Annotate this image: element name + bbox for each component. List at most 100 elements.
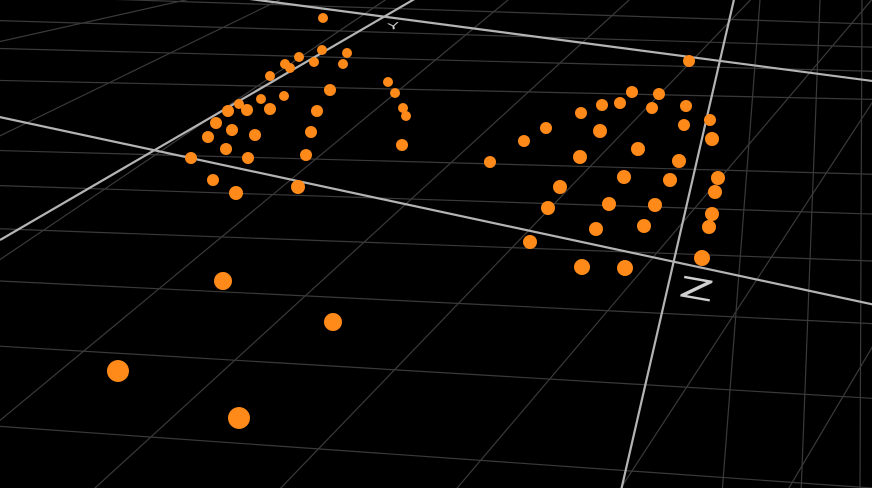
data-point[interactable] xyxy=(617,170,631,184)
data-point[interactable] xyxy=(694,250,710,266)
grid-line-4 xyxy=(94,0,630,488)
data-point[interactable] xyxy=(311,105,323,117)
data-point[interactable] xyxy=(589,222,603,236)
data-point[interactable] xyxy=(241,104,253,116)
data-point[interactable] xyxy=(342,48,352,58)
data-point[interactable] xyxy=(256,94,266,104)
data-point[interactable] xyxy=(202,131,214,143)
grid-right-0 xyxy=(721,0,761,488)
data-point[interactable] xyxy=(617,260,633,276)
z-axis-line xyxy=(620,0,735,488)
grid-line-3 xyxy=(0,0,509,422)
data-point[interactable] xyxy=(678,119,690,131)
y-axis-label: Y xyxy=(386,20,401,32)
data-point[interactable] xyxy=(484,156,496,168)
data-point[interactable] xyxy=(672,154,686,168)
data-point[interactable] xyxy=(614,97,626,109)
point-cloud[interactable] xyxy=(107,13,725,429)
data-point[interactable] xyxy=(573,150,587,164)
data-point[interactable] xyxy=(523,235,537,249)
grid-cross-6 xyxy=(0,228,872,262)
data-point[interactable] xyxy=(309,57,319,67)
data-point[interactable] xyxy=(396,139,408,151)
data-point[interactable] xyxy=(318,13,328,23)
data-point[interactable] xyxy=(401,111,411,121)
data-point[interactable] xyxy=(596,99,608,111)
data-point[interactable] xyxy=(705,207,719,221)
data-point[interactable] xyxy=(285,63,295,73)
data-point[interactable] xyxy=(279,91,289,101)
depth-axis-line xyxy=(249,0,872,83)
grid-line-0 xyxy=(0,0,189,43)
data-point[interactable] xyxy=(683,55,695,67)
grid-cross-3 xyxy=(0,79,872,100)
data-point[interactable] xyxy=(653,88,665,100)
grid-cross-2 xyxy=(0,47,872,72)
data-point[interactable] xyxy=(222,105,234,117)
data-point[interactable] xyxy=(228,407,250,429)
data-point[interactable] xyxy=(229,186,243,200)
grid-cross-8 xyxy=(0,345,872,399)
data-point[interactable] xyxy=(324,84,336,96)
data-point[interactable] xyxy=(704,114,716,126)
data-point[interactable] xyxy=(705,132,719,146)
grid-line-1 xyxy=(0,0,281,137)
data-point[interactable] xyxy=(702,220,716,234)
data-point[interactable] xyxy=(711,171,725,185)
data-point[interactable] xyxy=(518,135,530,147)
data-point[interactable] xyxy=(207,174,219,186)
data-point[interactable] xyxy=(210,117,222,129)
data-point[interactable] xyxy=(553,180,567,194)
data-point[interactable] xyxy=(390,88,400,98)
data-point[interactable] xyxy=(338,59,348,69)
data-point[interactable] xyxy=(249,129,261,141)
data-point[interactable] xyxy=(214,272,232,290)
grid-line-2 xyxy=(0,0,387,261)
data-point[interactable] xyxy=(265,71,275,81)
data-point[interactable] xyxy=(626,86,638,98)
data-point[interactable] xyxy=(234,99,244,109)
data-point[interactable] xyxy=(540,122,552,134)
data-point[interactable] xyxy=(226,124,238,136)
grid-line-6 xyxy=(456,0,872,488)
data-point[interactable] xyxy=(317,45,327,55)
data-point[interactable] xyxy=(637,219,651,233)
x-axis-line xyxy=(0,116,872,306)
grid-cross-0 xyxy=(114,0,872,25)
y-axis-line xyxy=(0,0,415,241)
grid-line-5 xyxy=(279,0,752,488)
data-point[interactable] xyxy=(648,198,662,212)
data-point[interactable] xyxy=(300,149,312,161)
data-point[interactable] xyxy=(593,124,607,138)
grid-right-2 xyxy=(859,0,863,488)
data-point[interactable] xyxy=(305,126,317,138)
data-point[interactable] xyxy=(291,180,305,194)
data-point[interactable] xyxy=(575,107,587,119)
data-point[interactable] xyxy=(398,103,408,113)
data-point[interactable] xyxy=(663,173,677,187)
data-point[interactable] xyxy=(631,142,645,156)
grid-line-7 xyxy=(620,101,872,488)
data-point[interactable] xyxy=(294,52,304,62)
data-point[interactable] xyxy=(185,152,197,164)
data-point[interactable] xyxy=(708,185,722,199)
grid-cross-5 xyxy=(0,185,872,215)
grid-line-8 xyxy=(788,346,872,488)
data-point[interactable] xyxy=(383,77,393,87)
data-point[interactable] xyxy=(646,102,658,114)
data-point[interactable] xyxy=(680,100,692,112)
data-point[interactable] xyxy=(242,152,254,164)
data-point[interactable] xyxy=(107,360,129,382)
data-point[interactable] xyxy=(541,201,555,215)
data-point[interactable] xyxy=(264,103,276,115)
z-axis-label: Z xyxy=(677,270,717,309)
data-point[interactable] xyxy=(574,259,590,275)
grid-cross-1 xyxy=(0,20,872,48)
data-point[interactable] xyxy=(324,313,342,331)
data-point[interactable] xyxy=(220,143,232,155)
grid-cross-7 xyxy=(0,280,872,325)
data-point[interactable] xyxy=(602,197,616,211)
